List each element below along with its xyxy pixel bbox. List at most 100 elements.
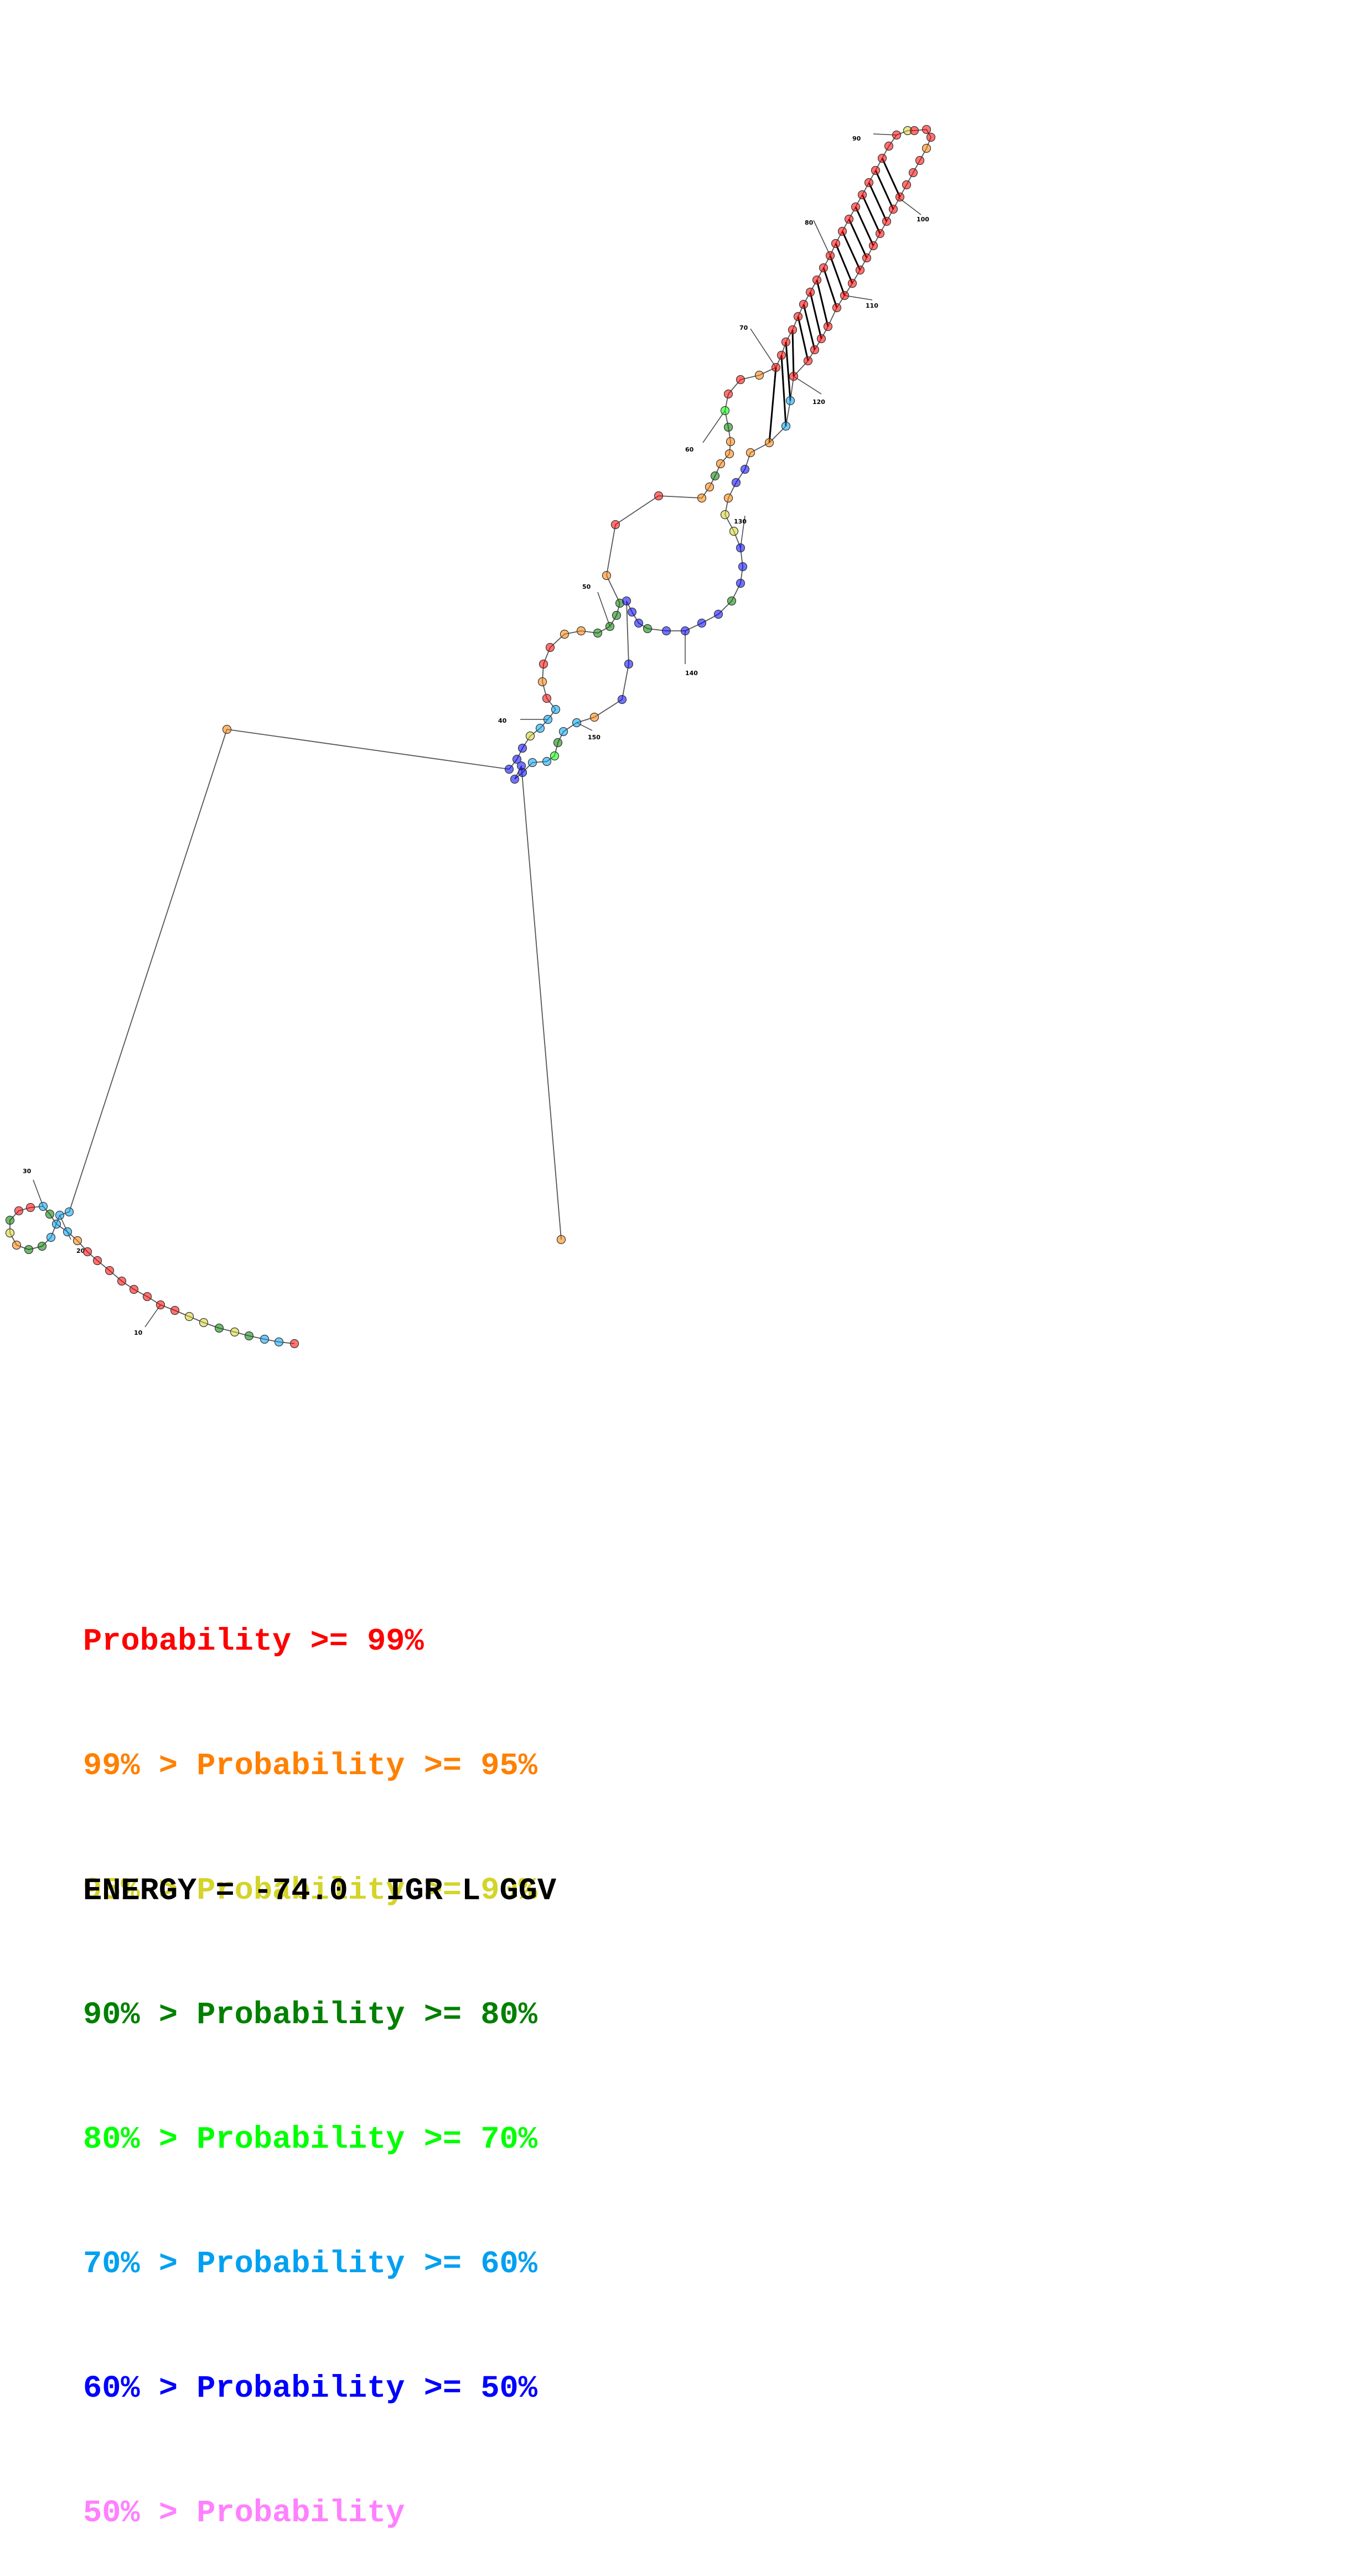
tick-label-40: 40 bbox=[498, 717, 507, 724]
nucleotide-circle bbox=[543, 714, 553, 724]
nucleotide-circle bbox=[5, 1228, 15, 1238]
nucleotide-circle bbox=[754, 370, 764, 380]
tick-label-150: 150 bbox=[588, 734, 600, 741]
nucleotide-circle bbox=[745, 448, 755, 458]
nucleotide-circle bbox=[517, 743, 527, 753]
nucleotide-circle bbox=[5, 1215, 15, 1225]
nucleotide-circle bbox=[289, 1339, 299, 1349]
nucleotide-circle bbox=[831, 239, 841, 248]
base-pair bbox=[791, 329, 795, 377]
tick-label-110: 110 bbox=[866, 302, 878, 309]
backbone-upper bbox=[509, 129, 931, 780]
base-pair bbox=[881, 158, 901, 198]
tick-label-10: 10 bbox=[134, 1329, 143, 1336]
nucleotide-circle bbox=[545, 642, 555, 652]
tick-line bbox=[750, 328, 776, 368]
nucleotide-circle bbox=[799, 299, 809, 309]
nucleotide-circle bbox=[868, 241, 878, 251]
nucleotide-circle bbox=[46, 1232, 56, 1242]
base-pair bbox=[803, 304, 816, 350]
tick-line bbox=[33, 1179, 44, 1207]
nucleotide-circle bbox=[724, 449, 734, 459]
nucleotide-circle bbox=[576, 626, 586, 636]
nucleotide-circle bbox=[793, 312, 803, 322]
nucleotide-circle bbox=[25, 1203, 35, 1212]
base-pair bbox=[841, 231, 861, 271]
nucleotide-circle bbox=[731, 478, 741, 488]
nucleotide-circle bbox=[803, 356, 813, 366]
nucleotide-circle bbox=[680, 626, 690, 636]
tick-label-130: 130 bbox=[734, 518, 747, 525]
nucleotide-circle bbox=[661, 626, 671, 636]
tick-label-90: 90 bbox=[852, 135, 861, 142]
nucleotide-circle bbox=[199, 1318, 209, 1328]
backbone-3prime bbox=[521, 765, 562, 1240]
nucleotide-circle bbox=[909, 126, 919, 136]
nucleotide-circle bbox=[877, 153, 887, 163]
nucleotide-circle bbox=[895, 192, 905, 202]
tick-label-120: 120 bbox=[812, 398, 825, 406]
base-pair bbox=[861, 194, 881, 234]
nucleotide-circle bbox=[542, 693, 552, 703]
nucleotide-circle bbox=[537, 677, 547, 687]
base-pair bbox=[835, 243, 853, 284]
tick-line bbox=[144, 1304, 161, 1328]
nucleotide-circle bbox=[82, 1247, 92, 1257]
nucleotide-circle bbox=[73, 1236, 82, 1246]
tick-label-100: 100 bbox=[917, 216, 929, 223]
nucleotide-circle bbox=[723, 493, 733, 503]
nucleotide-circle bbox=[24, 1245, 34, 1255]
nucleotide-circle bbox=[812, 275, 822, 285]
base-pair bbox=[848, 219, 868, 258]
nucleotide-circle bbox=[736, 375, 745, 385]
legend-row-p60: 70% > Probability >= 60% bbox=[83, 2247, 537, 2282]
nucleotide-circle bbox=[222, 724, 232, 734]
nucleotide-circle bbox=[525, 731, 535, 741]
nucleotide-circle bbox=[864, 178, 874, 188]
nucleotide-circle bbox=[713, 609, 723, 619]
nucleotide-circle bbox=[720, 406, 730, 416]
base-pair bbox=[829, 255, 846, 296]
nucleotide-circle bbox=[560, 629, 569, 639]
nucleotide-circle bbox=[612, 610, 622, 620]
tick-label-50: 50 bbox=[582, 583, 591, 590]
nucleotide-circle bbox=[244, 1331, 254, 1341]
nucleotide-circle bbox=[805, 287, 815, 297]
nucleotide-circle bbox=[184, 1312, 194, 1321]
nucleotide-circle bbox=[736, 578, 745, 588]
nucleotide-circle bbox=[170, 1305, 180, 1315]
nucleotide-circle bbox=[851, 202, 861, 212]
nucleotide-circle bbox=[558, 727, 568, 737]
tick-label-60: 60 bbox=[685, 446, 694, 453]
nucleotide-circle bbox=[12, 1240, 22, 1250]
nucleotide-circle bbox=[844, 214, 854, 224]
nucleotide-circle bbox=[129, 1284, 139, 1294]
legend-row-p70: 80% > Probability >= 70% bbox=[83, 2122, 537, 2158]
nucleotide-circle bbox=[771, 362, 781, 372]
nucleotide-circle bbox=[550, 751, 560, 761]
nucleotide-circle bbox=[617, 694, 627, 704]
nucleotide-circle bbox=[882, 216, 892, 226]
nucleotide-circle bbox=[902, 180, 912, 190]
nucleotide-circle bbox=[816, 334, 826, 344]
legend-row-plow: 50% > Probability bbox=[83, 2496, 405, 2531]
nucleotide-circle bbox=[572, 718, 582, 728]
nucleotide-circle bbox=[55, 1210, 65, 1220]
base-pair bbox=[874, 170, 894, 210]
nucleotide-circle bbox=[926, 132, 936, 142]
nucleotide-circle bbox=[697, 618, 707, 628]
nucleotide-circle bbox=[705, 482, 715, 492]
nucleotide-circle bbox=[921, 143, 931, 153]
nucleotide-circle bbox=[45, 1209, 55, 1219]
nucleotide-circle bbox=[37, 1241, 47, 1251]
nucleotide-circle bbox=[602, 571, 612, 580]
nucleotide-circle bbox=[542, 756, 552, 766]
nucleotide-circle bbox=[726, 437, 736, 447]
nucleotide-circle bbox=[142, 1292, 152, 1302]
nucleotide-circle bbox=[510, 774, 520, 784]
nucleotide-circle bbox=[516, 761, 526, 771]
nucleotide-circle bbox=[14, 1206, 24, 1216]
nucleotide-circle bbox=[823, 322, 833, 331]
nucleotides bbox=[5, 125, 936, 1349]
base-pair bbox=[822, 267, 838, 308]
